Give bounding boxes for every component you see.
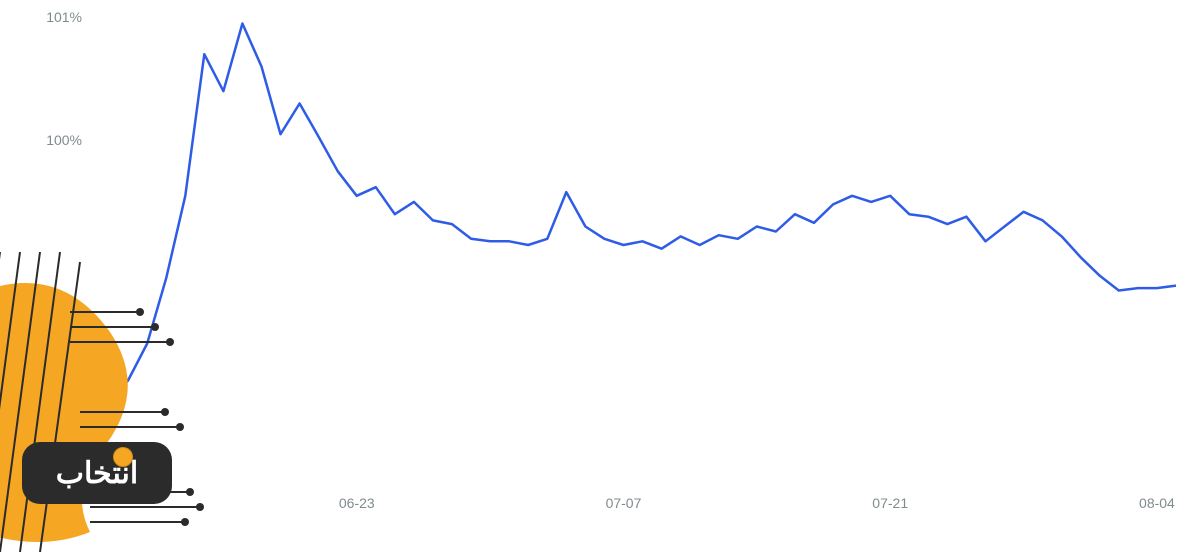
x-tick-label: 07-07 bbox=[606, 495, 642, 511]
line-chart: 101% 100% 06-23 07-07 07-21 08-04 bbox=[0, 0, 1196, 522]
y-tick-label: 100% bbox=[46, 132, 82, 148]
x-tick-label: 06-23 bbox=[339, 495, 375, 511]
chart-series-main bbox=[90, 24, 1176, 406]
x-tick-label: 08-04 bbox=[1139, 495, 1175, 511]
y-tick-label: 101% bbox=[46, 9, 82, 25]
x-tick-label: 07-21 bbox=[872, 495, 908, 511]
chart-svg bbox=[0, 0, 1196, 522]
